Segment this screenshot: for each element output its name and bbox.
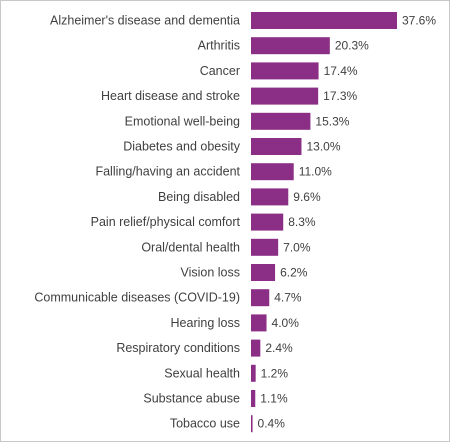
category-label: Substance abuse	[143, 392, 240, 406]
value-label: 2.4%	[265, 341, 293, 355]
value-label: 4.0%	[272, 316, 300, 330]
value-label: 13.0%	[306, 140, 340, 154]
category-label: Vision loss	[180, 266, 240, 280]
category-label: Alzheimer's disease and dementia	[50, 14, 240, 28]
bar	[251, 188, 289, 206]
category-label: Hearing loss	[171, 316, 240, 330]
value-label: 7.0%	[283, 240, 311, 254]
value-label: 17.3%	[323, 89, 357, 103]
category-label: Arthritis	[198, 39, 240, 53]
value-label: 9.6%	[293, 190, 321, 204]
bar	[251, 62, 319, 80]
bar	[251, 364, 256, 382]
value-label: 0.4%	[258, 417, 286, 431]
bar	[251, 138, 302, 155]
value-label: 4.7%	[274, 291, 302, 305]
bar	[251, 163, 294, 181]
value-label: 8.3%	[288, 215, 316, 229]
bar	[251, 314, 267, 332]
category-label: Tobacco use	[170, 417, 240, 431]
category-label: Heart disease and stroke	[101, 89, 240, 103]
value-label: 11.0%	[299, 165, 332, 179]
value-label: 1.2%	[261, 366, 289, 380]
category-label: Sexual health	[164, 366, 240, 380]
category-label: Emotional well-being	[125, 114, 240, 128]
bar	[251, 238, 279, 256]
bar	[251, 213, 284, 231]
bar	[251, 415, 253, 433]
value-label: 6.2%	[280, 266, 308, 280]
category-label: Pain relief/physical comfort	[91, 215, 241, 229]
value-label: 37.6%	[402, 14, 436, 28]
value-label: 15.3%	[315, 114, 349, 128]
value-label: 1.1%	[260, 392, 288, 406]
value-label: 20.3%	[335, 39, 369, 53]
category-label: Being disabled	[158, 190, 240, 204]
bar	[251, 390, 256, 407]
category-label: Cancer	[200, 64, 240, 78]
bar	[251, 289, 270, 307]
bar	[251, 264, 276, 281]
bar	[251, 37, 330, 55]
category-label: Oral/dental health	[141, 240, 240, 254]
category-label: Diabetes and obesity	[123, 140, 240, 154]
bar	[251, 12, 397, 29]
category-label: Respiratory conditions	[116, 341, 240, 355]
category-label: Falling/having an accident	[95, 165, 240, 179]
bar	[251, 87, 319, 105]
bar	[251, 339, 261, 357]
value-label: 17.4%	[324, 64, 358, 78]
category-label: Communicable diseases (COVID-19)	[34, 291, 240, 305]
bar	[251, 112, 311, 130]
